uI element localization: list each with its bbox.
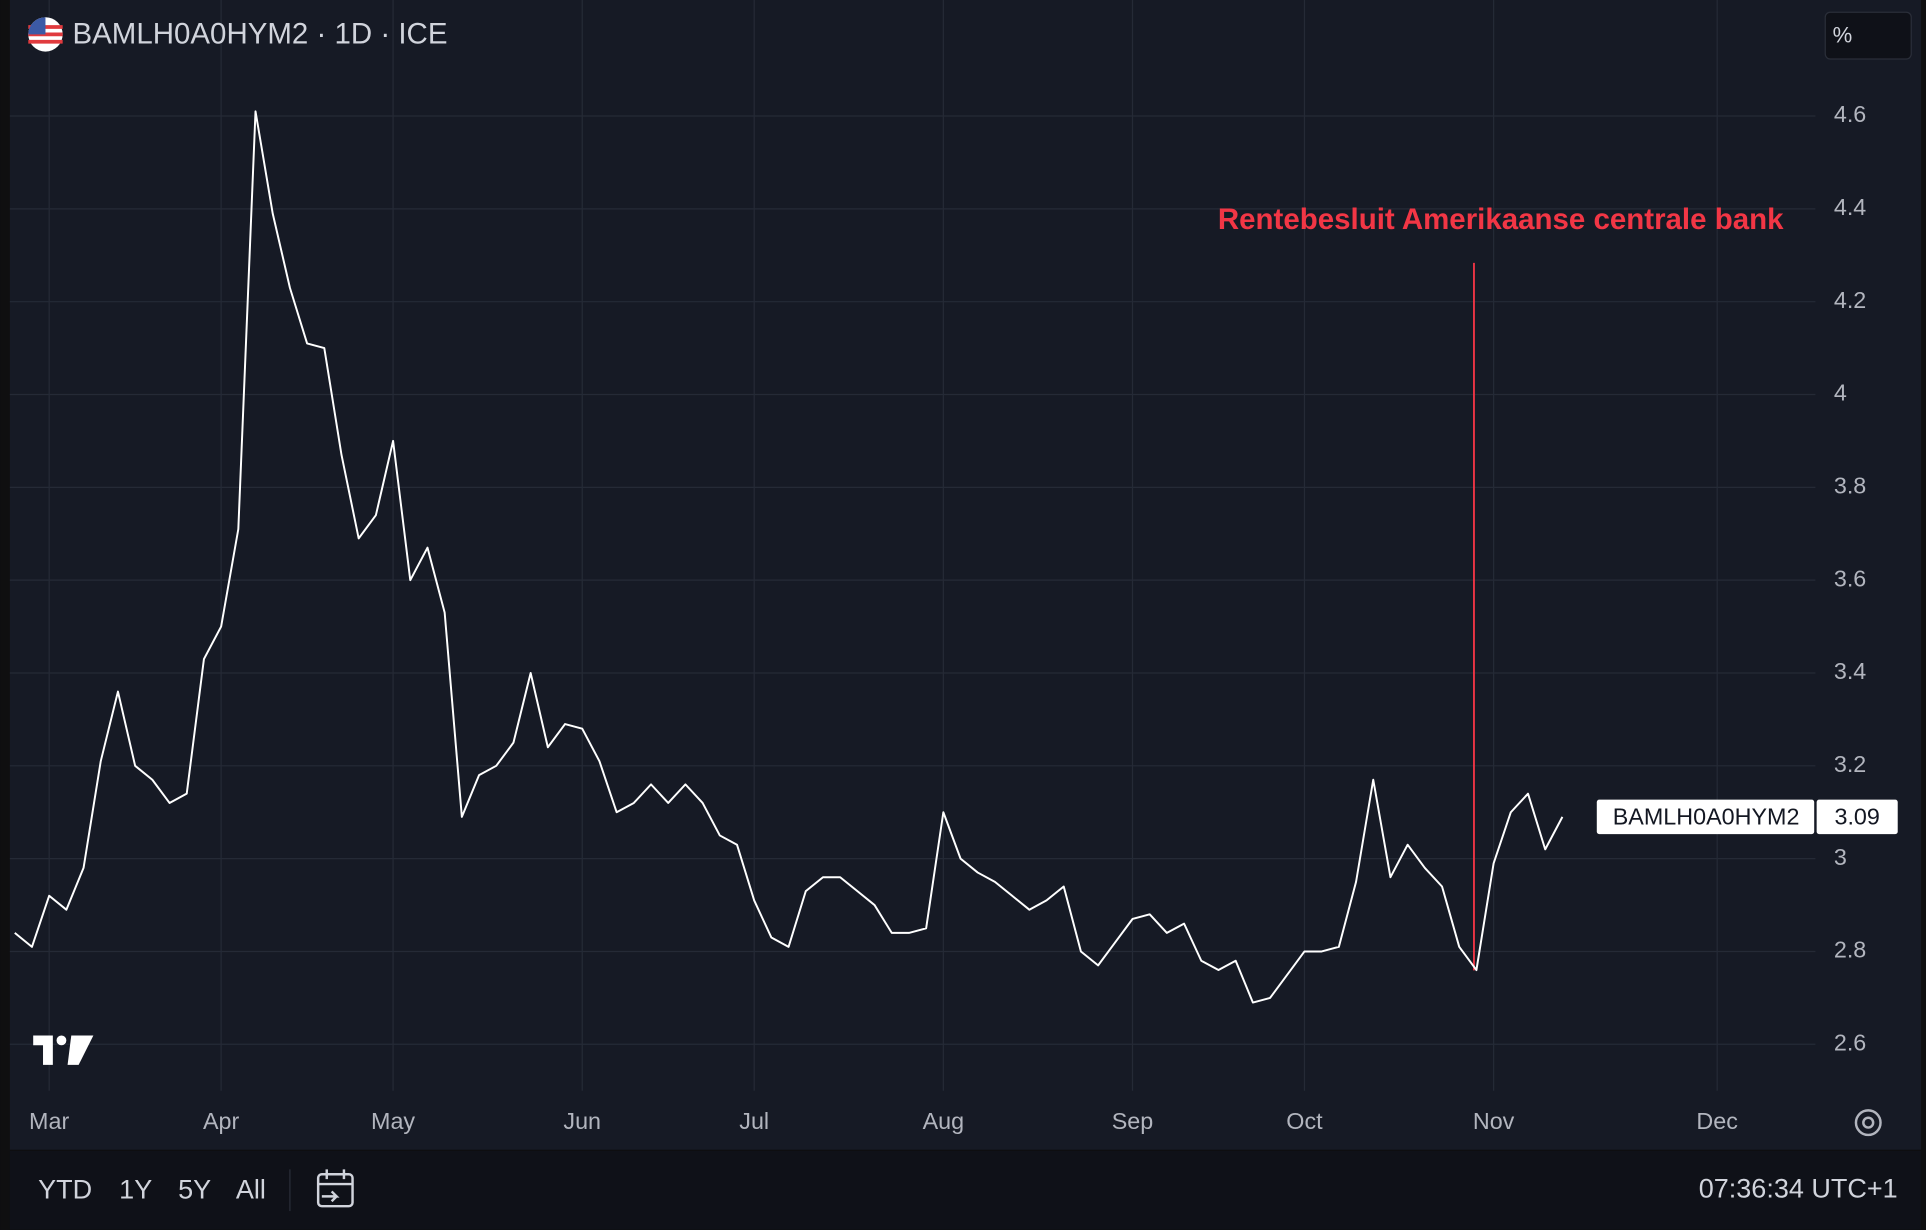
y-tick-label: 3 — [1834, 844, 1847, 870]
unit-label[interactable]: % — [1833, 23, 1853, 48]
chart-pane — [9, 0, 1922, 1150]
y-tick-label: 2.6 — [1834, 1029, 1866, 1055]
x-tick-label: Oct — [1286, 1108, 1323, 1134]
symbol-title: BAMLH0A0HYM2 · 1D · ICE — [72, 17, 447, 50]
range-button[interactable]: 1Y — [119, 1175, 152, 1205]
y-tick-label: 3.8 — [1834, 472, 1866, 498]
tv-logo — [33, 1035, 94, 1065]
range-button[interactable]: All — [236, 1175, 266, 1205]
x-tick-label: Aug — [923, 1108, 965, 1134]
range-button[interactable]: YTD — [38, 1175, 92, 1205]
clock: 07:36:34 UTC+1 — [1699, 1173, 1898, 1203]
y-tick-label: 3.2 — [1834, 751, 1866, 777]
y-tick-label: 3.4 — [1834, 658, 1866, 684]
x-tick-label: Apr — [203, 1108, 240, 1134]
last-value-box — [1816, 799, 1898, 835]
x-tick-label: May — [371, 1108, 415, 1134]
flag-icon — [28, 17, 63, 52]
y-tick-label: 2.8 — [1834, 937, 1866, 963]
last-value-label: 3.09 — [1834, 803, 1879, 829]
y-tick-label: 4 — [1834, 380, 1847, 406]
range-button[interactable]: 5Y — [178, 1175, 211, 1205]
x-tick-label: Nov — [1473, 1108, 1515, 1134]
last-value-name: BAMLH0A0HYM2 — [1613, 803, 1800, 829]
line-series — [14, 110, 1564, 1004]
annotation: Rentebesluit Amerikaanse centrale bank — [1218, 203, 1784, 236]
toolbar — [9, 1150, 1922, 1230]
x-tick-label: Jul — [739, 1108, 769, 1134]
x-tick-label: Mar — [29, 1108, 69, 1134]
y-tick-label: 4.4 — [1834, 194, 1866, 220]
settings-icon[interactable] — [1854, 1109, 1882, 1137]
last-value-name-box — [1596, 799, 1815, 835]
x-tick-label: Dec — [1696, 1108, 1738, 1134]
y-tick-label: 4.6 — [1834, 101, 1866, 127]
x-tick-label: Jun — [563, 1108, 601, 1134]
y-tick-label: 4.2 — [1834, 287, 1866, 313]
unit-box[interactable] — [1824, 11, 1912, 60]
calendar-icon[interactable] — [316, 1169, 354, 1208]
x-tick-label: Sep — [1112, 1108, 1154, 1134]
grid — [9, 0, 1816, 1091]
y-tick-label: 3.6 — [1834, 565, 1866, 591]
